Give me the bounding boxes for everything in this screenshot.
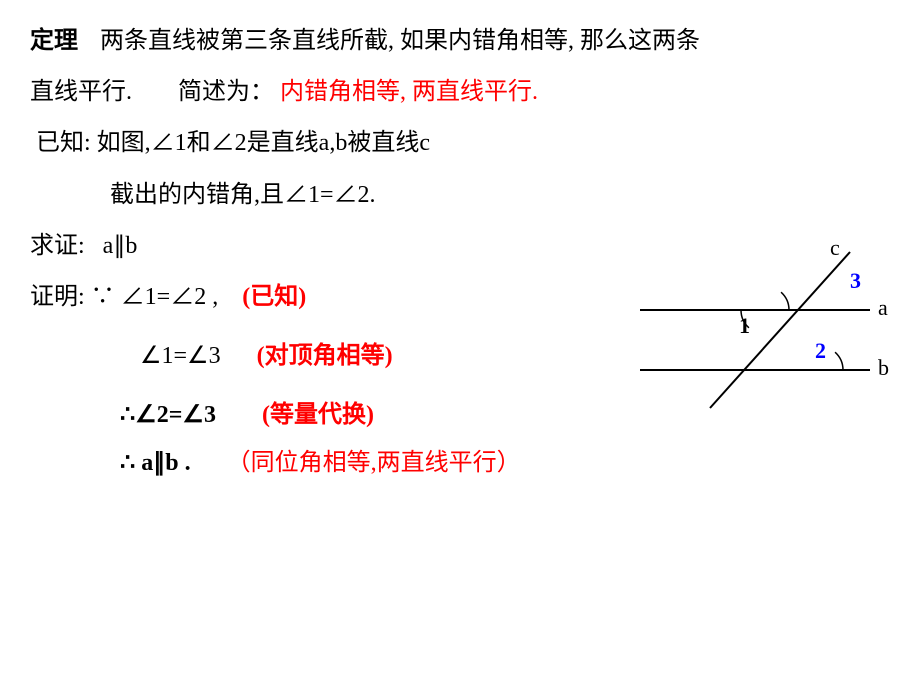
label-1: 1 xyxy=(739,313,750,338)
theorem-line-2: 直线平行. 简述为： 内错角相等, 两直线平行. xyxy=(30,71,890,114)
given-prefix: 已知: xyxy=(30,130,91,156)
label-a: a xyxy=(878,295,888,320)
step3-black: ∴∠2=∠3 xyxy=(120,402,216,428)
line-c xyxy=(710,252,850,408)
label-3: 3 xyxy=(850,268,861,293)
given-line-2: 截出的内错角,且∠1=∠2. xyxy=(30,174,890,217)
step1-black: ∵ ∠1=∠2 , xyxy=(91,284,219,310)
geometry-diagram: c a b 1 2 3 xyxy=(630,240,890,420)
arc-3 xyxy=(781,292,789,310)
step4-black: ∴ a∥b . xyxy=(120,450,191,476)
given-line-1: 已知: 如图,∠1和∠2是直线a,b被直线c xyxy=(30,122,890,165)
label-2: 2 xyxy=(815,338,826,363)
brief-prefix: 简述为： xyxy=(138,79,274,105)
step2-black: ∠1=∠3 xyxy=(140,343,221,369)
brief-red: 内错角相等, 两直线平行. xyxy=(280,79,538,105)
theorem-prefix: 定理 xyxy=(30,28,78,54)
theorem-line-1: 定理 两条直线被第三条直线所截, 如果内错角相等, 那么这两条 xyxy=(30,20,890,63)
proof-prefix: 证明: xyxy=(30,284,85,310)
step1-red: (已知) xyxy=(224,284,306,310)
label-b: b xyxy=(878,355,889,380)
step4-red: （同位角相等,两直线平行） xyxy=(197,450,521,476)
arc-2 xyxy=(835,352,843,370)
theorem-body-2: 直线平行. xyxy=(30,79,132,105)
prove-prefix: 求证: xyxy=(30,233,85,259)
label-c: c xyxy=(830,240,840,260)
theorem-body-1: 两条直线被第三条直线所截, 如果内错角相等, 那么这两条 xyxy=(84,28,700,54)
prove-body: a∥b xyxy=(91,233,138,259)
proof-line-4: ∴ a∥b . （同位角相等,两直线平行） xyxy=(30,442,890,485)
given-body-1: 如图,∠1和∠2是直线a,b被直线c xyxy=(97,130,430,156)
given-body-2: 截出的内错角,且∠1=∠2. xyxy=(110,182,376,208)
step3-red: (等量代换) xyxy=(222,402,374,428)
step2-red: (对顶角相等) xyxy=(227,343,393,369)
